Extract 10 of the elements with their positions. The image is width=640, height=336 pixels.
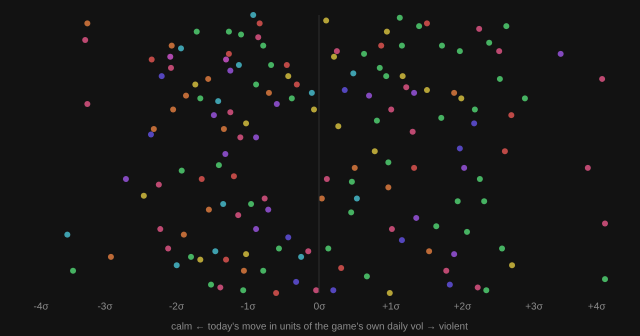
x-tick-label: -2σ [168,302,185,312]
x-tick-label: +1σ [382,302,401,312]
x-tick-label: -4σ [34,302,50,312]
x-tick-label: -1σ [240,302,256,312]
x-tick-label: -3σ [97,302,114,312]
x-axis-title: calm ← today's move in units of the game's own daily vol → violent [171,322,468,332]
x-tick-label: 0σ [314,302,326,312]
x-tick-label: +3σ [525,302,544,312]
x-tick-label: +4σ [588,302,606,312]
x-tick-label: +2σ [454,302,472,312]
